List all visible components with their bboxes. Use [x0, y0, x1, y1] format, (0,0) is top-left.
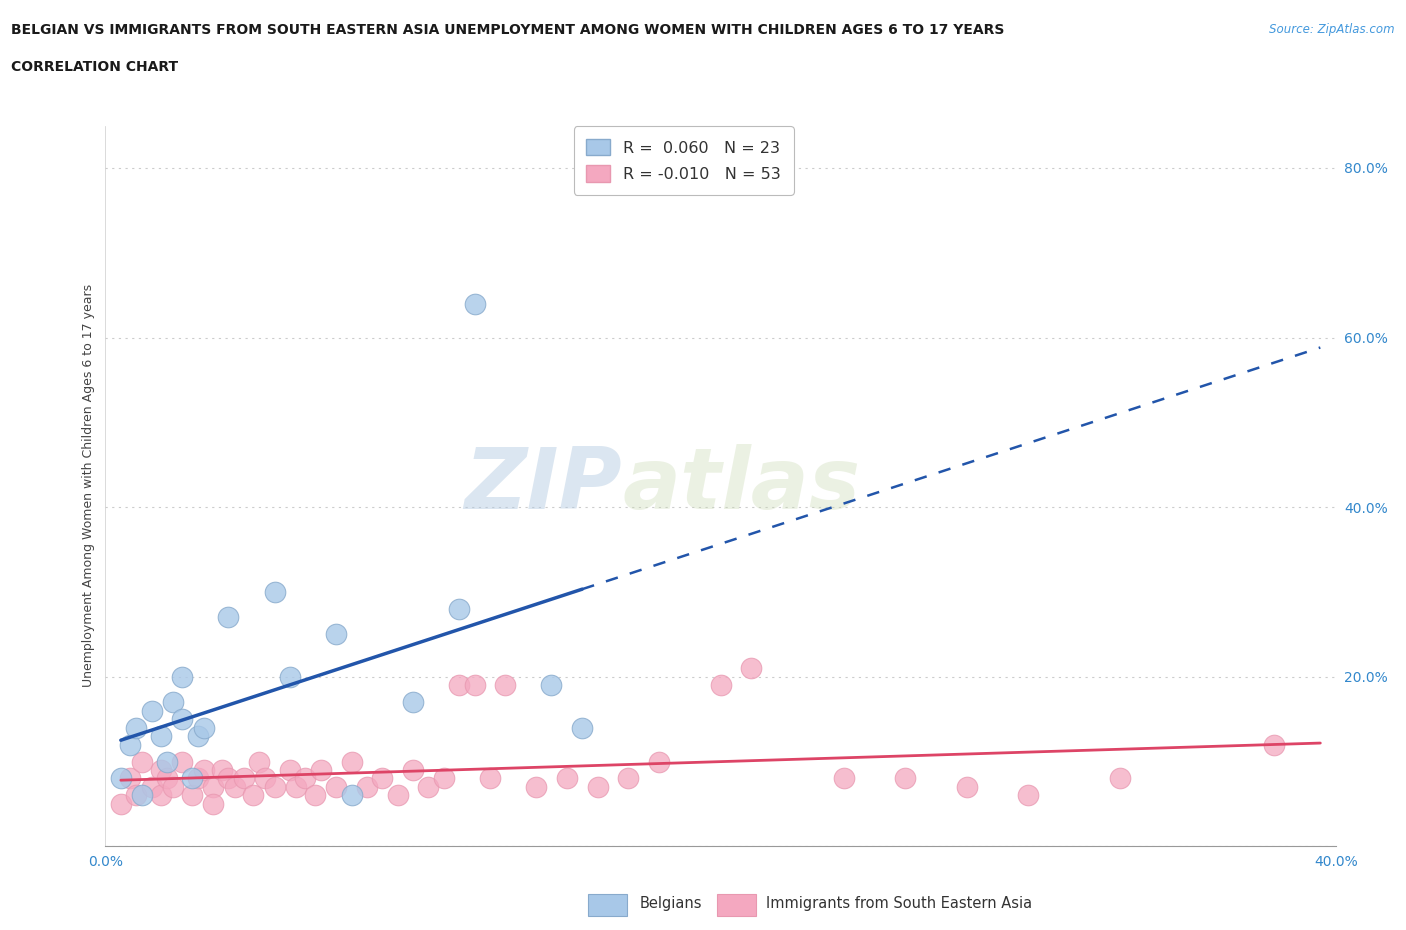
Point	[180, 771, 202, 786]
Point	[193, 763, 215, 777]
Point	[187, 771, 209, 786]
Point	[464, 296, 486, 311]
Point	[433, 771, 456, 786]
Point	[110, 796, 132, 811]
Point	[449, 602, 471, 617]
Point	[356, 779, 378, 794]
Point	[956, 779, 979, 794]
Point	[294, 771, 316, 786]
Point	[193, 720, 215, 735]
Point	[232, 771, 254, 786]
Point	[325, 779, 347, 794]
Text: BELGIAN VS IMMIGRANTS FROM SOUTH EASTERN ASIA UNEMPLOYMENT AMONG WOMEN WITH CHIL: BELGIAN VS IMMIGRANTS FROM SOUTH EASTERN…	[11, 23, 1005, 37]
Point	[149, 763, 172, 777]
Point	[131, 754, 153, 769]
Point	[202, 796, 225, 811]
Text: CORRELATION CHART: CORRELATION CHART	[11, 60, 179, 74]
Point	[309, 763, 332, 777]
Point	[120, 737, 141, 752]
Point	[224, 779, 246, 794]
Point	[418, 779, 440, 794]
Point	[278, 670, 301, 684]
Point	[464, 678, 486, 693]
Point	[285, 779, 308, 794]
Point	[141, 779, 163, 794]
Text: atlas: atlas	[621, 445, 860, 527]
Point	[1263, 737, 1285, 752]
Point	[254, 771, 277, 786]
Point	[449, 678, 471, 693]
Point	[263, 584, 285, 599]
Point	[478, 771, 501, 786]
Point	[172, 670, 194, 684]
Point	[218, 610, 240, 625]
Point	[180, 788, 202, 803]
Point	[172, 711, 194, 726]
Point	[402, 763, 425, 777]
Point	[648, 754, 671, 769]
Point	[555, 771, 578, 786]
Point	[149, 728, 172, 743]
Point	[247, 754, 270, 769]
Point	[586, 779, 609, 794]
Point	[710, 678, 733, 693]
Point	[202, 779, 225, 794]
Point	[110, 771, 132, 786]
Point	[156, 754, 179, 769]
Point	[524, 779, 547, 794]
Point	[387, 788, 409, 803]
Point	[125, 788, 148, 803]
Point	[218, 771, 240, 786]
Point	[125, 720, 148, 735]
Point	[571, 720, 593, 735]
Point	[494, 678, 516, 693]
Point	[187, 728, 209, 743]
Point	[141, 703, 163, 718]
Point	[540, 678, 562, 693]
Point	[278, 763, 301, 777]
Text: Belgians: Belgians	[640, 897, 702, 911]
Point	[740, 661, 762, 676]
Point	[242, 788, 264, 803]
Text: Immigrants from South Eastern Asia: Immigrants from South Eastern Asia	[766, 897, 1032, 911]
Point	[304, 788, 326, 803]
Point	[131, 788, 153, 803]
Point	[617, 771, 640, 786]
Point	[1109, 771, 1132, 786]
Point	[832, 771, 855, 786]
Point	[156, 771, 179, 786]
Point	[340, 788, 363, 803]
Point	[263, 779, 285, 794]
Point	[162, 779, 184, 794]
Point	[402, 695, 425, 710]
Point	[894, 771, 917, 786]
Y-axis label: Unemployment Among Women with Children Ages 6 to 17 years: Unemployment Among Women with Children A…	[83, 285, 96, 687]
Point	[1017, 788, 1039, 803]
Point	[340, 754, 363, 769]
Point	[325, 627, 347, 642]
Point	[120, 771, 141, 786]
Legend: R =  0.060   N = 23, R = -0.010   N = 53: R = 0.060 N = 23, R = -0.010 N = 53	[574, 126, 794, 194]
Point	[162, 695, 184, 710]
Text: Source: ZipAtlas.com: Source: ZipAtlas.com	[1270, 23, 1395, 36]
Point	[211, 763, 233, 777]
Point	[371, 771, 394, 786]
Text: ZIP: ZIP	[464, 445, 621, 527]
Point	[149, 788, 172, 803]
Point	[172, 754, 194, 769]
